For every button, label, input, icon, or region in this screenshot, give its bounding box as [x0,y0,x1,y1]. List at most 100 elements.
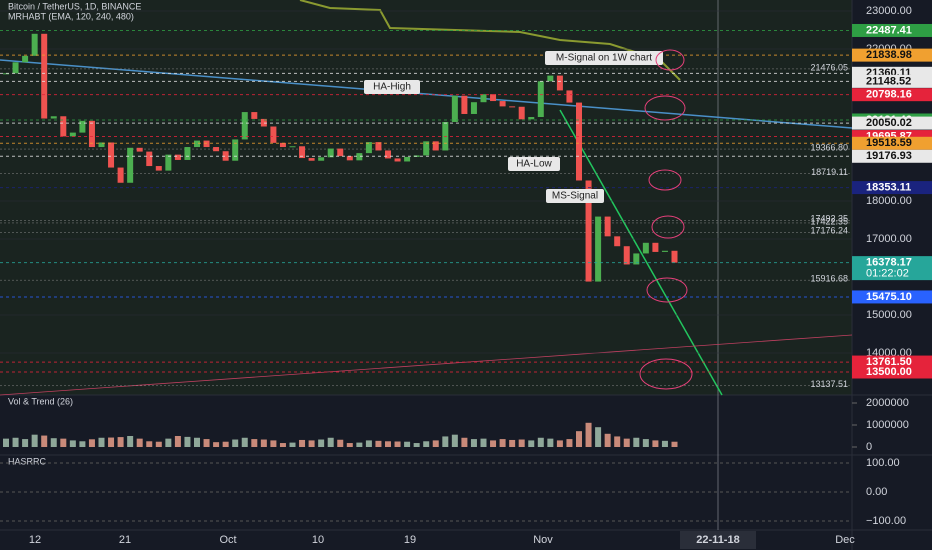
candle [470,102,477,114]
volume-tick-label: 1000000 [866,419,909,431]
volume-bar [3,438,9,447]
candle [22,55,29,63]
volume-bar [299,439,306,447]
volume-title: Vol & Trend (26) [8,396,73,406]
indicator-title: MRHABT (EMA, 120, 240, 480) [8,11,134,21]
candle [461,95,468,114]
candle [251,112,258,119]
candle [174,154,181,160]
volume-bar [146,441,153,447]
volume-bar [308,440,315,447]
x-tick-label: 21 [119,534,131,546]
annotation-box [546,189,604,203]
candle [222,151,229,161]
candle [432,141,439,151]
candle [537,81,544,118]
candle [518,106,525,120]
price-tick-label: 15000.00 [866,309,912,321]
volume-bar [279,443,286,447]
price-tick-label: 23000.00 [866,5,912,17]
volume-bar [117,437,124,447]
candle [556,75,563,91]
candle [595,216,602,282]
volume-bar [136,438,143,447]
volume-bar [499,439,506,447]
price-tag-label: 19518.59 [866,137,912,149]
price-tag [852,23,932,37]
candle [346,156,353,161]
candle [671,250,678,263]
volume-bar [50,438,57,447]
level-label: 13137.51 [810,379,848,389]
volume-bar [480,438,487,447]
candle [652,242,659,252]
candle [232,139,239,161]
candle [3,73,9,75]
candle [41,33,48,119]
price-tag [852,136,932,150]
price-tick-label: 17000.00 [866,233,912,245]
volume-bar [633,437,640,447]
level-label: 17492.35 [810,214,848,224]
price-tag [852,256,932,281]
circle [644,95,686,121]
candle [299,146,306,159]
volume-bar [346,443,353,447]
volume-bar [127,436,134,447]
osc-tick-label: 0.00 [866,486,887,498]
candle [642,242,649,254]
annotations: M-Signal on 1W chart HA-High HA-Low MS-S… [364,51,663,203]
price-tag [852,74,932,88]
candle [60,116,67,137]
candle [423,141,430,156]
annotation: HA-High [373,82,411,93]
candle [394,158,401,162]
candle [318,157,325,161]
x-tick-label: Dec [835,534,855,546]
volume-bar [232,439,239,447]
price-tag-label: 16378.17 [866,257,912,269]
volume-bar [88,439,95,447]
volume-bar [22,439,29,447]
volume-bar [213,442,220,447]
volume-bar [566,439,573,447]
volume-bar [385,441,391,447]
price-tag-label: 22487.41 [866,24,912,36]
volume-bar [108,437,115,447]
circle [655,49,685,71]
candle [308,158,315,161]
circle [648,169,682,191]
volume-bar [595,427,602,447]
candle [451,95,458,122]
price-tag-label: 21838.98 [866,49,912,61]
candle [165,154,172,171]
volume-bar [251,439,258,447]
candle [50,116,57,119]
volume-bar [289,442,296,447]
cursor-tag [680,531,756,549]
volume-tick-label: 0 [866,441,872,453]
volume-bar [12,437,19,447]
volume-bar [652,440,659,447]
price-tag [852,290,932,304]
candle [88,120,95,148]
osc-title: HASRRC [8,456,47,466]
price-tick-label: 18000.00 [866,195,912,207]
x-tick-label: Oct [219,534,236,546]
volume-bar [375,440,382,447]
volume-bar [174,436,181,447]
volume-bar [184,436,191,447]
volume-bar [337,439,344,447]
price-tag-label: 19176.93 [866,150,912,162]
candle [566,90,573,103]
candle [375,142,382,151]
volume-bar [614,436,621,447]
candle [327,148,334,158]
volume-bar [661,440,668,447]
cursor-label: 22-11-18 [696,534,739,546]
trend-line [559,109,723,396]
candle [260,118,267,127]
volume-bar [98,437,105,447]
candle [203,140,210,148]
